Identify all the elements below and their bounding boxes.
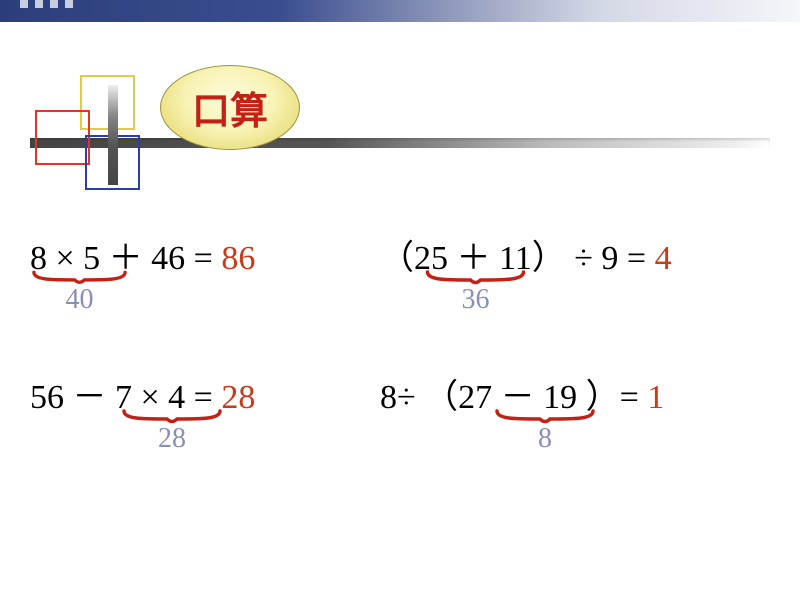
problem-4: 8÷ （27 － 19 ）= 1 8: [380, 369, 780, 418]
brace-group: 40: [32, 270, 127, 316]
problem-3: 56 － 7 × 4 = 28 28: [30, 369, 380, 418]
problem-row: 56 － 7 × 4 = 28 28 8÷ （27 － 19 ）= 1 8: [30, 369, 780, 418]
header-tick: [65, 0, 73, 8]
intermediate-value: 28: [122, 423, 222, 455]
answer: 4: [655, 240, 672, 277]
intermediate-value: 8: [480, 423, 610, 455]
answer: 28: [221, 379, 255, 416]
problems-area: 8 × 5 ＋ 46 = 86 40 （25 ＋ 11） ÷ 9 = 4 36 …: [30, 230, 780, 508]
problem-2: （25 ＋ 11） ÷ 9 = 4 36: [380, 230, 780, 279]
answer: 1: [647, 379, 664, 416]
square-red: [35, 110, 90, 165]
answer: 86: [221, 240, 255, 277]
problem-1: 8 × 5 ＋ 46 = 86 40: [30, 230, 380, 279]
slide-title: 口算: [192, 80, 268, 135]
brace-group: 8: [480, 409, 610, 455]
problem-row: 8 × 5 ＋ 46 = 86 40 （25 ＋ 11） ÷ 9 = 4 36: [30, 230, 780, 279]
header-tick: [50, 0, 58, 8]
vertical-deco-bar: [108, 85, 118, 185]
header-tick: [35, 0, 43, 8]
header-tick: [20, 0, 28, 8]
intermediate-value: 40: [32, 284, 127, 316]
intermediate-value: 36: [418, 284, 533, 316]
brace-group: 36: [418, 270, 533, 316]
header-gradient-bar: [0, 0, 800, 22]
brace-group: 28: [122, 409, 222, 455]
title-oval: 口算: [160, 65, 300, 150]
